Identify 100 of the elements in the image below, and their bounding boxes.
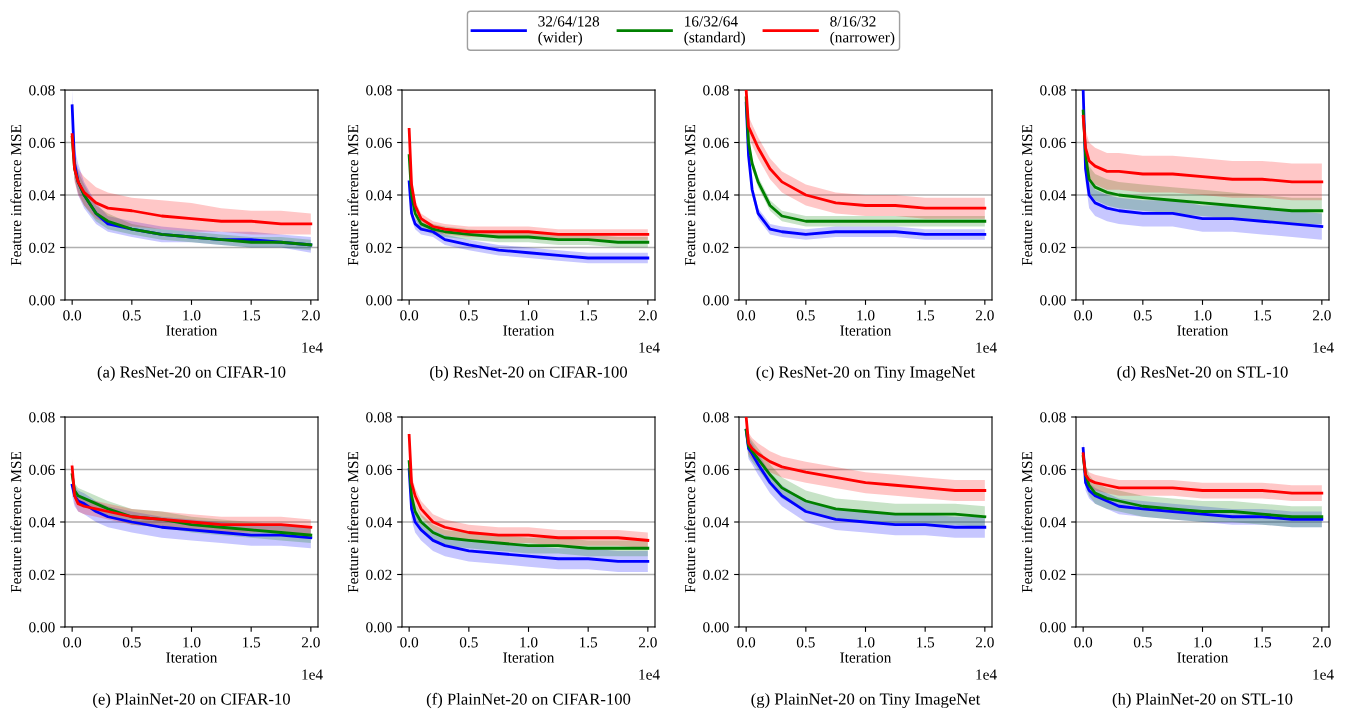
y-tick-label: 0.04 — [1040, 517, 1067, 528]
y-tick-label: 0.04 — [29, 190, 56, 201]
x-tick-label: 1.5 — [242, 637, 261, 648]
x-tick-label: 0.5 — [459, 310, 478, 321]
y-tick-label: 0.00 — [703, 622, 729, 633]
x-tick-label: 0.0 — [1074, 310, 1093, 321]
text: (c) ResNet-20 on Tiny ImageNet — [756, 365, 976, 382]
y-tick-label: 0.04 — [366, 190, 393, 201]
x-axis-title: Iteration — [166, 325, 218, 336]
x-tick-label: 0.5 — [122, 637, 141, 648]
text: (g) PlainNet-20 on Tiny ImageNet — [751, 692, 981, 709]
x-tick-label: 0.5 — [796, 310, 815, 321]
y-tick-label: 0.00 — [1040, 622, 1066, 633]
y-tick-label: 0.06 — [366, 137, 392, 149]
x-tick-label: 1.0 — [857, 637, 875, 648]
y-tick-label: 0.02 — [1040, 569, 1066, 581]
y-tick-label: 0.00 — [703, 295, 729, 306]
y-tick-label: 0.08 — [29, 412, 55, 423]
y-tick-label: 0.00 — [29, 622, 55, 633]
x-tick-label: 0.5 — [1133, 637, 1152, 648]
text: (f) PlainNet-20 on CIFAR-100 — [426, 692, 631, 709]
x-axis-title: Iteration — [1177, 325, 1229, 336]
x-axis-title: Iteration — [503, 325, 555, 336]
y-tick-label: 0.02 — [29, 569, 55, 581]
x-tick-label: 1.0 — [183, 637, 201, 648]
y-tick-label: 0.06 — [366, 464, 392, 476]
text: 1e4 — [1313, 669, 1334, 680]
x-tick-label: 0.0 — [63, 310, 82, 321]
x-tick-label: 0.0 — [737, 310, 756, 321]
y-tick-label: 0.02 — [29, 242, 55, 254]
text: 1e4 — [302, 669, 323, 680]
text: 1e4 — [1313, 342, 1334, 353]
y-tick-label: 0.08 — [366, 412, 392, 423]
x-tick-label: 0.0 — [400, 637, 419, 648]
y-tick-label: 0.06 — [703, 464, 729, 476]
x-axis-title: Iteration — [503, 652, 555, 663]
x-axis-title: Iteration — [166, 652, 218, 663]
legend-label: 32/64/128 (wider) — [538, 16, 600, 46]
y-tick-label: 0.02 — [1040, 242, 1066, 254]
y-tick-label: 0.00 — [1040, 295, 1066, 306]
y-tick-label: 0.06 — [29, 137, 55, 149]
x-tick-label: 1.0 — [520, 637, 538, 648]
x-tick-label: 0.5 — [122, 310, 141, 321]
y-tick-label: 0.04 — [29, 517, 56, 528]
y-axis-title: Feature inference MSE — [347, 451, 359, 593]
y-tick-label: 0.06 — [29, 464, 55, 476]
y-axis-title: Feature inference MSE — [347, 124, 359, 266]
y-tick-label: 0.08 — [703, 85, 729, 96]
y-axis-title: Feature inference MSE — [1021, 451, 1033, 593]
y-tick-label: 0.00 — [366, 295, 392, 306]
x-tick-label: 1.5 — [1253, 310, 1272, 321]
y-tick-label: 0.08 — [1040, 412, 1066, 423]
x-tick-label: 1.0 — [183, 310, 201, 321]
y-tick-label: 0.04 — [366, 517, 393, 528]
y-tick-label: 0.04 — [703, 190, 730, 201]
line-series — [1081, 114, 1324, 184]
x-tick-label: 0.5 — [796, 637, 815, 648]
x-tick-label: 2.0 — [975, 637, 994, 648]
x-tick-label: 1.5 — [579, 637, 598, 648]
text: (d) ResNet-20 on STL-10 — [1117, 365, 1288, 382]
line-series — [70, 465, 313, 529]
x-tick-label: 2.0 — [638, 637, 657, 648]
text: 1e4 — [976, 669, 997, 680]
y-tick-label: 0.04 — [703, 517, 730, 528]
x-tick-label: 2.0 — [975, 310, 994, 321]
x-tick-label: 0.0 — [1074, 637, 1093, 648]
y-tick-label: 0.06 — [1040, 464, 1066, 476]
text: 1e4 — [639, 342, 660, 353]
y-axis-title: Feature inference MSE — [1021, 124, 1033, 266]
line-series — [1081, 452, 1324, 495]
y-tick-label: 0.06 — [1040, 137, 1066, 149]
line-series — [70, 133, 313, 226]
x-tick-label: 2.0 — [301, 310, 320, 321]
text: (e) PlainNet-20 on CIFAR-10 — [93, 692, 291, 709]
x-tick-label: 1.5 — [579, 310, 598, 321]
x-tick-label: 1.5 — [242, 310, 261, 321]
y-tick-label: 0.06 — [703, 137, 729, 149]
text: (h) PlainNet-20 on STL-10 — [1112, 692, 1293, 709]
y-tick-label: 0.02 — [703, 569, 729, 581]
x-axis-title: Iteration — [840, 652, 892, 663]
x-tick-label: 1.0 — [1194, 310, 1212, 321]
x-tick-label: 1.5 — [1253, 637, 1272, 648]
x-tick-label: 1.5 — [916, 310, 935, 321]
x-tick-label: 2.0 — [638, 310, 657, 321]
x-tick-label: 0.5 — [459, 637, 478, 648]
y-tick-label: 0.08 — [1040, 85, 1066, 96]
x-tick-label: 0.5 — [1133, 310, 1152, 321]
x-tick-label: 0.0 — [400, 310, 419, 321]
y-axis-title: Feature inference MSE — [684, 451, 696, 593]
y-axis-title: Feature inference MSE — [10, 451, 22, 593]
x-axis-title: Iteration — [1177, 652, 1229, 663]
y-tick-label: 0.08 — [29, 85, 55, 96]
y-tick-label: 0.00 — [366, 622, 392, 633]
x-tick-label: 2.0 — [1312, 310, 1331, 321]
legend-label: 8/16/32 (narrower) — [830, 16, 895, 46]
x-tick-label: 2.0 — [301, 637, 320, 648]
x-axis-title: Iteration — [840, 325, 892, 336]
x-tick-label: 1.5 — [916, 637, 935, 648]
x-tick-label: 0.0 — [63, 637, 82, 648]
legend-label: 16/32/64 (standard) — [684, 16, 745, 46]
